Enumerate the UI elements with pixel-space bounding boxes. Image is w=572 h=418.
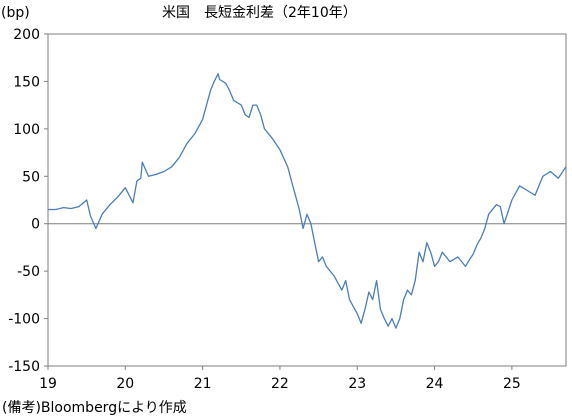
chart-title: 米国 長短金利差（2年10年） [162,5,357,21]
x-tick-label: 25 [503,376,521,392]
x-tick-label: 19 [39,376,57,392]
x-tick-label: 22 [271,376,289,392]
y-tick-label: 100 [13,122,40,138]
y-tick-label: -100 [8,312,40,328]
y-tick-label: 50 [22,169,40,185]
y-axis-ticks: -150 -100 -50 0 50 100 150 200 [8,27,48,375]
source-note: (備考)Bloombergにより作成 [2,400,187,416]
x-axis-ticks: 19 20 21 22 23 24 25 [39,366,521,392]
y-tick-label: 150 [13,74,40,90]
y-tick-label: -50 [17,264,40,280]
y-tick-label: 200 [13,27,40,43]
x-tick-label: 24 [426,376,444,392]
x-tick-label: 20 [116,376,134,392]
y-tick-label: 0 [31,217,40,233]
x-tick-label: 23 [348,376,366,392]
x-tick-label: 21 [194,376,212,392]
y-tick-label: -150 [8,359,40,375]
plot-area [47,33,567,367]
y-axis-unit-label: (bp) [1,5,30,21]
series-line [48,73,567,329]
